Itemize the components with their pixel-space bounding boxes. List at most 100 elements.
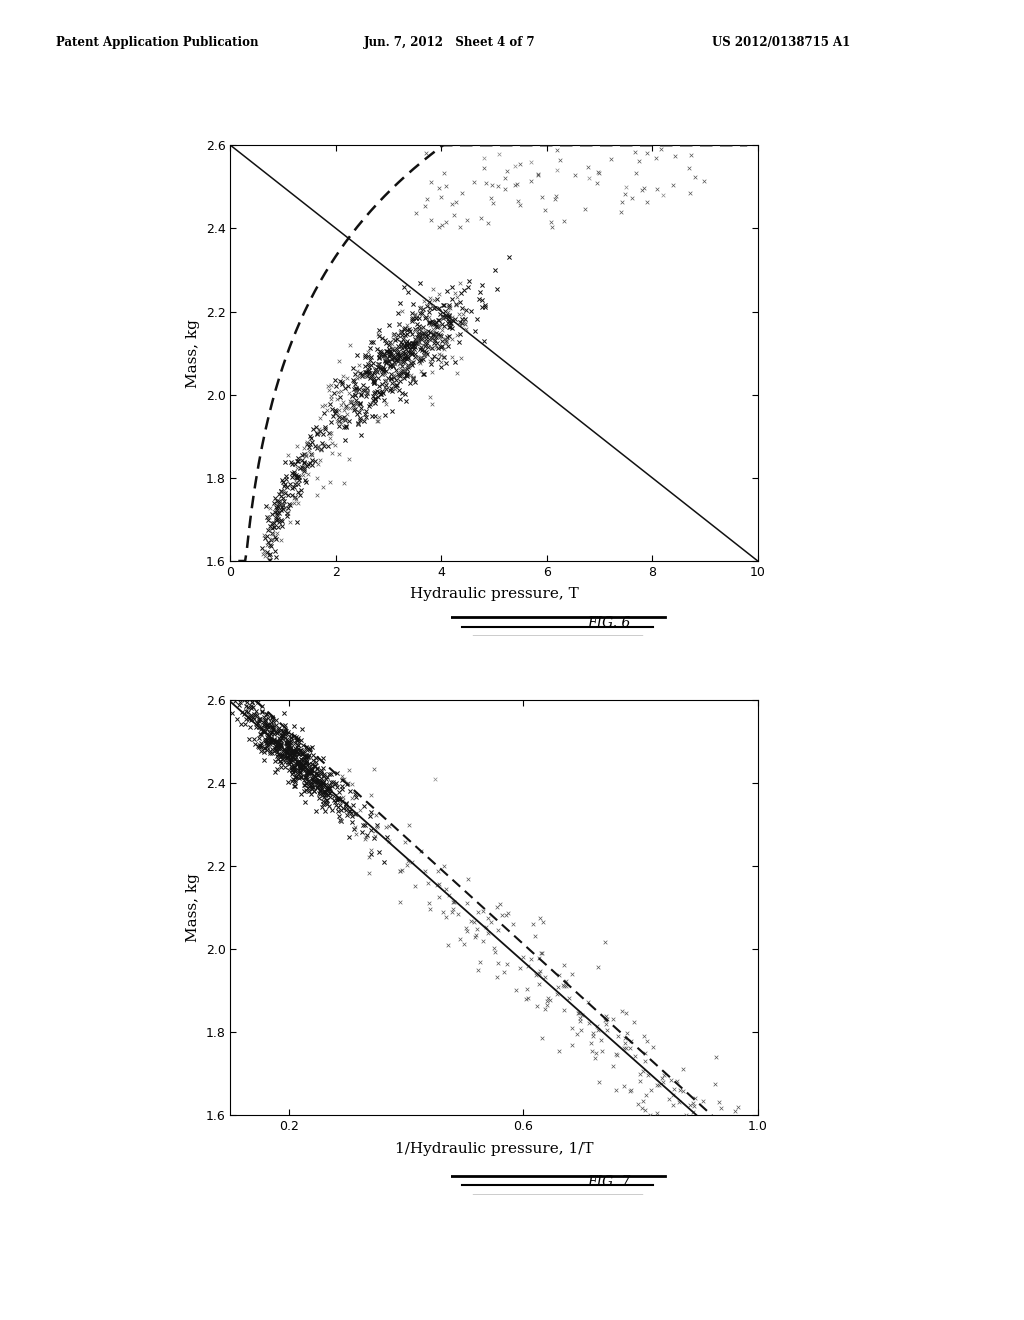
- Point: [635, 1061, 651, 1082]
- Point: [654, 1072, 671, 1093]
- Point: [398, 314, 415, 335]
- Point: [309, 436, 326, 457]
- Point: [665, 1085, 681, 1106]
- Point: [551, 1040, 567, 1061]
- Point: [273, 735, 290, 756]
- Point: [366, 389, 382, 411]
- Point: [268, 546, 285, 568]
- Point: [378, 378, 394, 399]
- Point: [452, 216, 468, 238]
- Point: [671, 1092, 687, 1113]
- Point: [313, 438, 330, 459]
- Point: [335, 785, 351, 807]
- Point: [276, 474, 293, 495]
- Point: [366, 371, 382, 392]
- Point: [312, 780, 329, 801]
- Point: [333, 800, 349, 821]
- Point: [226, 690, 243, 711]
- Point: [604, 1008, 621, 1030]
- Point: [406, 333, 422, 354]
- Point: [407, 875, 423, 896]
- Point: [454, 308, 470, 329]
- Point: [687, 1088, 703, 1109]
- Point: [391, 388, 408, 409]
- Point: [300, 747, 316, 768]
- Point: [283, 755, 299, 776]
- Point: [270, 748, 287, 770]
- Point: [290, 492, 306, 513]
- Point: [443, 306, 460, 327]
- Point: [246, 729, 262, 750]
- Point: [295, 754, 311, 775]
- Point: [351, 800, 368, 821]
- Point: [438, 879, 455, 900]
- Point: [369, 338, 385, 359]
- Point: [629, 162, 645, 183]
- Point: [360, 396, 377, 417]
- Point: [285, 743, 301, 764]
- Point: [454, 313, 470, 334]
- Point: [395, 359, 412, 380]
- Point: [686, 166, 702, 187]
- Point: [398, 334, 415, 355]
- Point: [474, 275, 490, 296]
- Point: [368, 389, 384, 411]
- Point: [264, 521, 281, 543]
- Point: [263, 722, 280, 743]
- Point: [431, 886, 447, 907]
- Point: [377, 330, 393, 351]
- Point: [449, 286, 465, 308]
- Point: [312, 440, 329, 461]
- Point: [378, 351, 394, 372]
- Point: [686, 1096, 702, 1117]
- Point: [450, 903, 466, 924]
- Point: [419, 296, 435, 317]
- Point: [493, 892, 509, 913]
- Point: [637, 1051, 653, 1072]
- Point: [529, 995, 546, 1016]
- Point: [374, 327, 390, 348]
- Point: [372, 383, 388, 404]
- Point: [258, 525, 274, 546]
- Point: [273, 470, 290, 491]
- Point: [255, 543, 271, 564]
- Point: [313, 760, 330, 781]
- Point: [237, 713, 253, 734]
- Point: [449, 362, 465, 383]
- Point: [368, 405, 384, 426]
- Point: [397, 364, 414, 385]
- Point: [262, 535, 279, 556]
- Point: [418, 306, 434, 327]
- Point: [471, 289, 487, 310]
- Point: [530, 948, 547, 969]
- Point: [330, 381, 346, 403]
- Point: [412, 273, 428, 294]
- Point: [404, 335, 421, 356]
- Point: [437, 331, 454, 352]
- Point: [397, 832, 414, 853]
- Point: [309, 424, 326, 445]
- Point: [266, 516, 283, 537]
- Point: [617, 1003, 634, 1024]
- Text: FIG. 7: FIG. 7: [588, 1175, 631, 1189]
- Point: [274, 721, 291, 742]
- Point: [397, 364, 414, 385]
- Point: [393, 355, 410, 376]
- Point: [413, 352, 429, 374]
- Point: [251, 717, 267, 738]
- Point: [304, 432, 321, 453]
- Point: [665, 1094, 681, 1115]
- Point: [408, 333, 424, 354]
- Point: [353, 397, 370, 418]
- Point: [374, 380, 390, 401]
- Point: [367, 368, 383, 389]
- Point: [262, 515, 279, 536]
- Point: [365, 385, 381, 407]
- Point: [594, 1040, 610, 1061]
- Point: [308, 770, 325, 791]
- Point: [675, 1080, 691, 1101]
- Point: [292, 767, 308, 788]
- Point: [299, 739, 315, 760]
- Point: [262, 549, 279, 570]
- Point: [401, 337, 418, 358]
